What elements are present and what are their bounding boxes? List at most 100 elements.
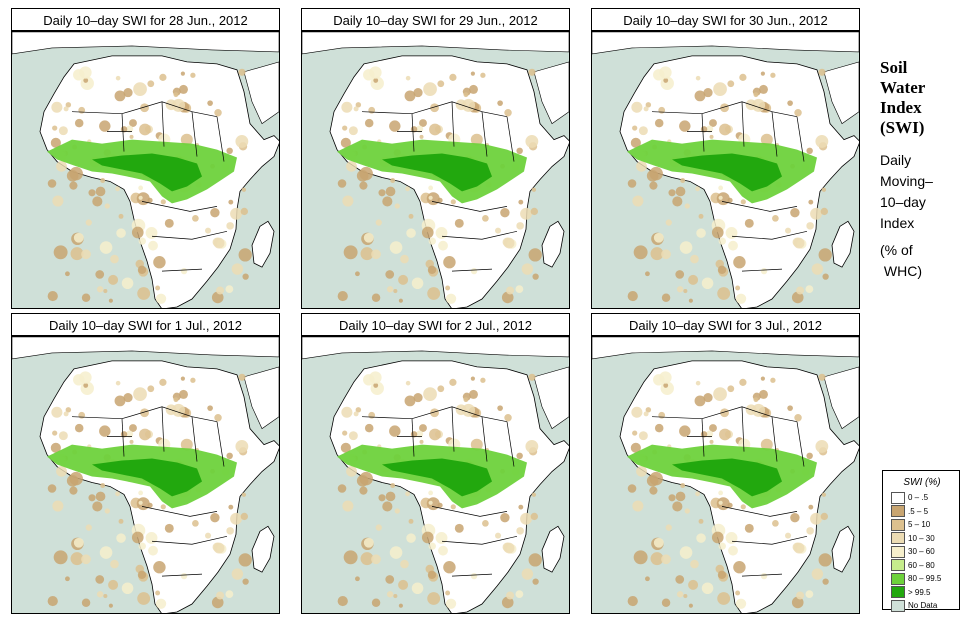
madagascar-landmass bbox=[251, 525, 275, 573]
soil-moisture-patch bbox=[375, 524, 382, 531]
legend-item: > 99.5 bbox=[891, 586, 953, 600]
soil-moisture-patch bbox=[100, 178, 106, 183]
soil-moisture-patch bbox=[88, 494, 96, 502]
soil-moisture-patch bbox=[231, 263, 244, 275]
africa-map bbox=[301, 31, 570, 309]
soil-moisture-patch bbox=[528, 248, 542, 262]
soil-moisture-patch bbox=[696, 533, 706, 543]
soil-moisture-patch bbox=[718, 490, 724, 496]
soil-moisture-patch bbox=[449, 378, 457, 386]
legend-label: .5 – 5 bbox=[908, 506, 929, 516]
soil-moisture-patch bbox=[680, 483, 686, 488]
soil-moisture-patch bbox=[404, 395, 416, 407]
madagascar-landmass bbox=[831, 220, 855, 268]
legend-swatch bbox=[891, 532, 905, 545]
soil-moisture-patch bbox=[470, 438, 483, 451]
soil-moisture-patch bbox=[99, 241, 113, 254]
saturated-zone bbox=[672, 153, 782, 192]
legend-item: No Data bbox=[891, 599, 953, 613]
soil-moisture-patch bbox=[73, 232, 84, 243]
country-border bbox=[506, 421, 515, 467]
soil-moisture-patch bbox=[680, 178, 686, 183]
soil-moisture-patch bbox=[81, 249, 91, 260]
soil-moisture-patch bbox=[684, 508, 690, 514]
soil-moisture-patch bbox=[818, 373, 826, 381]
soil-moisture-patch bbox=[636, 465, 647, 477]
soil-moisture-patch bbox=[371, 598, 381, 607]
soil-moisture-patch bbox=[398, 603, 403, 608]
soil-moisture-patch bbox=[393, 594, 398, 599]
soil-moisture-patch bbox=[131, 226, 144, 239]
soil-moisture-patch bbox=[52, 125, 58, 131]
country-border bbox=[651, 406, 798, 423]
soil-moisture-patch bbox=[375, 219, 382, 226]
soil-moisture-patch bbox=[159, 73, 167, 81]
soil-moisture-patch bbox=[645, 271, 650, 277]
soil-moisture-patch bbox=[137, 287, 151, 300]
soil-moisture-patch bbox=[411, 277, 424, 289]
soil-moisture-patch bbox=[811, 263, 824, 275]
country-border bbox=[701, 113, 705, 152]
soil-moisture-patch bbox=[230, 512, 243, 525]
soil-moisture-patch bbox=[703, 393, 713, 403]
europe-landmass bbox=[592, 337, 859, 360]
soil-moisture-patch bbox=[787, 405, 793, 411]
soil-moisture-patch bbox=[688, 603, 693, 608]
soil-moisture-patch bbox=[653, 537, 664, 548]
country-border bbox=[431, 506, 508, 517]
saturated-zone bbox=[382, 458, 492, 497]
soil-moisture-patch bbox=[155, 598, 167, 609]
soil-moisture-patch bbox=[684, 203, 690, 209]
soil-moisture-patch bbox=[658, 106, 666, 114]
soil-moisture-patch bbox=[733, 561, 746, 574]
soil-moisture-patch bbox=[760, 573, 768, 580]
soil-moisture-patch bbox=[95, 186, 106, 197]
legend-swatch bbox=[891, 586, 905, 599]
soil-moisture-patch bbox=[126, 125, 134, 133]
soil-moisture-patch bbox=[58, 126, 68, 136]
soil-moisture-patch bbox=[428, 195, 433, 200]
soil-moisture-patch bbox=[437, 80, 445, 88]
soil-moisture-patch bbox=[820, 207, 829, 216]
soil-moisture-patch bbox=[129, 439, 134, 444]
map-panel-5: Daily 10–day SWI for 2 Jul., 2012 bbox=[301, 313, 570, 614]
soil-moisture-patch bbox=[520, 512, 533, 525]
soil-moisture-patch bbox=[654, 423, 664, 433]
soil-moisture-patch bbox=[353, 411, 359, 417]
soil-moisture-patch bbox=[359, 181, 368, 190]
soil-moisture-patch bbox=[649, 486, 658, 495]
arabia-landmass bbox=[533, 61, 569, 125]
africa-map bbox=[591, 31, 860, 309]
country-border bbox=[141, 506, 218, 517]
africa-map-svg bbox=[302, 32, 569, 308]
soil-moisture-patch bbox=[631, 101, 643, 113]
soil-moisture-patch bbox=[216, 286, 225, 295]
soil-moisture-patch bbox=[821, 492, 827, 497]
soil-moisture-patch bbox=[343, 245, 358, 260]
soil-moisture-patch bbox=[518, 199, 524, 205]
title-line: (SWI) bbox=[880, 118, 925, 137]
saturated-zone bbox=[382, 153, 492, 192]
map-panel-2: Daily 10–day SWI for 29 Jun., 2012 bbox=[301, 8, 570, 309]
soil-moisture-patch bbox=[717, 570, 727, 580]
soil-moisture-patch bbox=[238, 68, 246, 76]
soil-moisture-patch bbox=[720, 408, 729, 418]
soil-moisture-patch bbox=[643, 106, 649, 112]
soil-moisture-patch bbox=[649, 181, 658, 190]
soil-moisture-patch bbox=[676, 286, 684, 293]
soil-moisture-patch bbox=[810, 207, 823, 220]
africa-map-svg bbox=[592, 337, 859, 613]
soil-moisture-patch bbox=[443, 561, 456, 574]
soil-moisture-patch bbox=[632, 500, 644, 512]
map-panel-4: Daily 10–day SWI for 1 Jul., 2012 bbox=[11, 313, 280, 614]
soil-moisture-patch bbox=[342, 125, 348, 131]
country-border bbox=[161, 101, 165, 147]
saturated-zone bbox=[92, 458, 202, 497]
soil-moisture-patch bbox=[180, 573, 188, 580]
soil-moisture-patch bbox=[419, 119, 427, 127]
country-border bbox=[411, 113, 415, 152]
soil-moisture-patch bbox=[695, 491, 700, 497]
soil-moisture-patch bbox=[790, 207, 800, 218]
soil-moisture-patch bbox=[760, 268, 768, 275]
soil-moisture-patch bbox=[717, 592, 731, 605]
